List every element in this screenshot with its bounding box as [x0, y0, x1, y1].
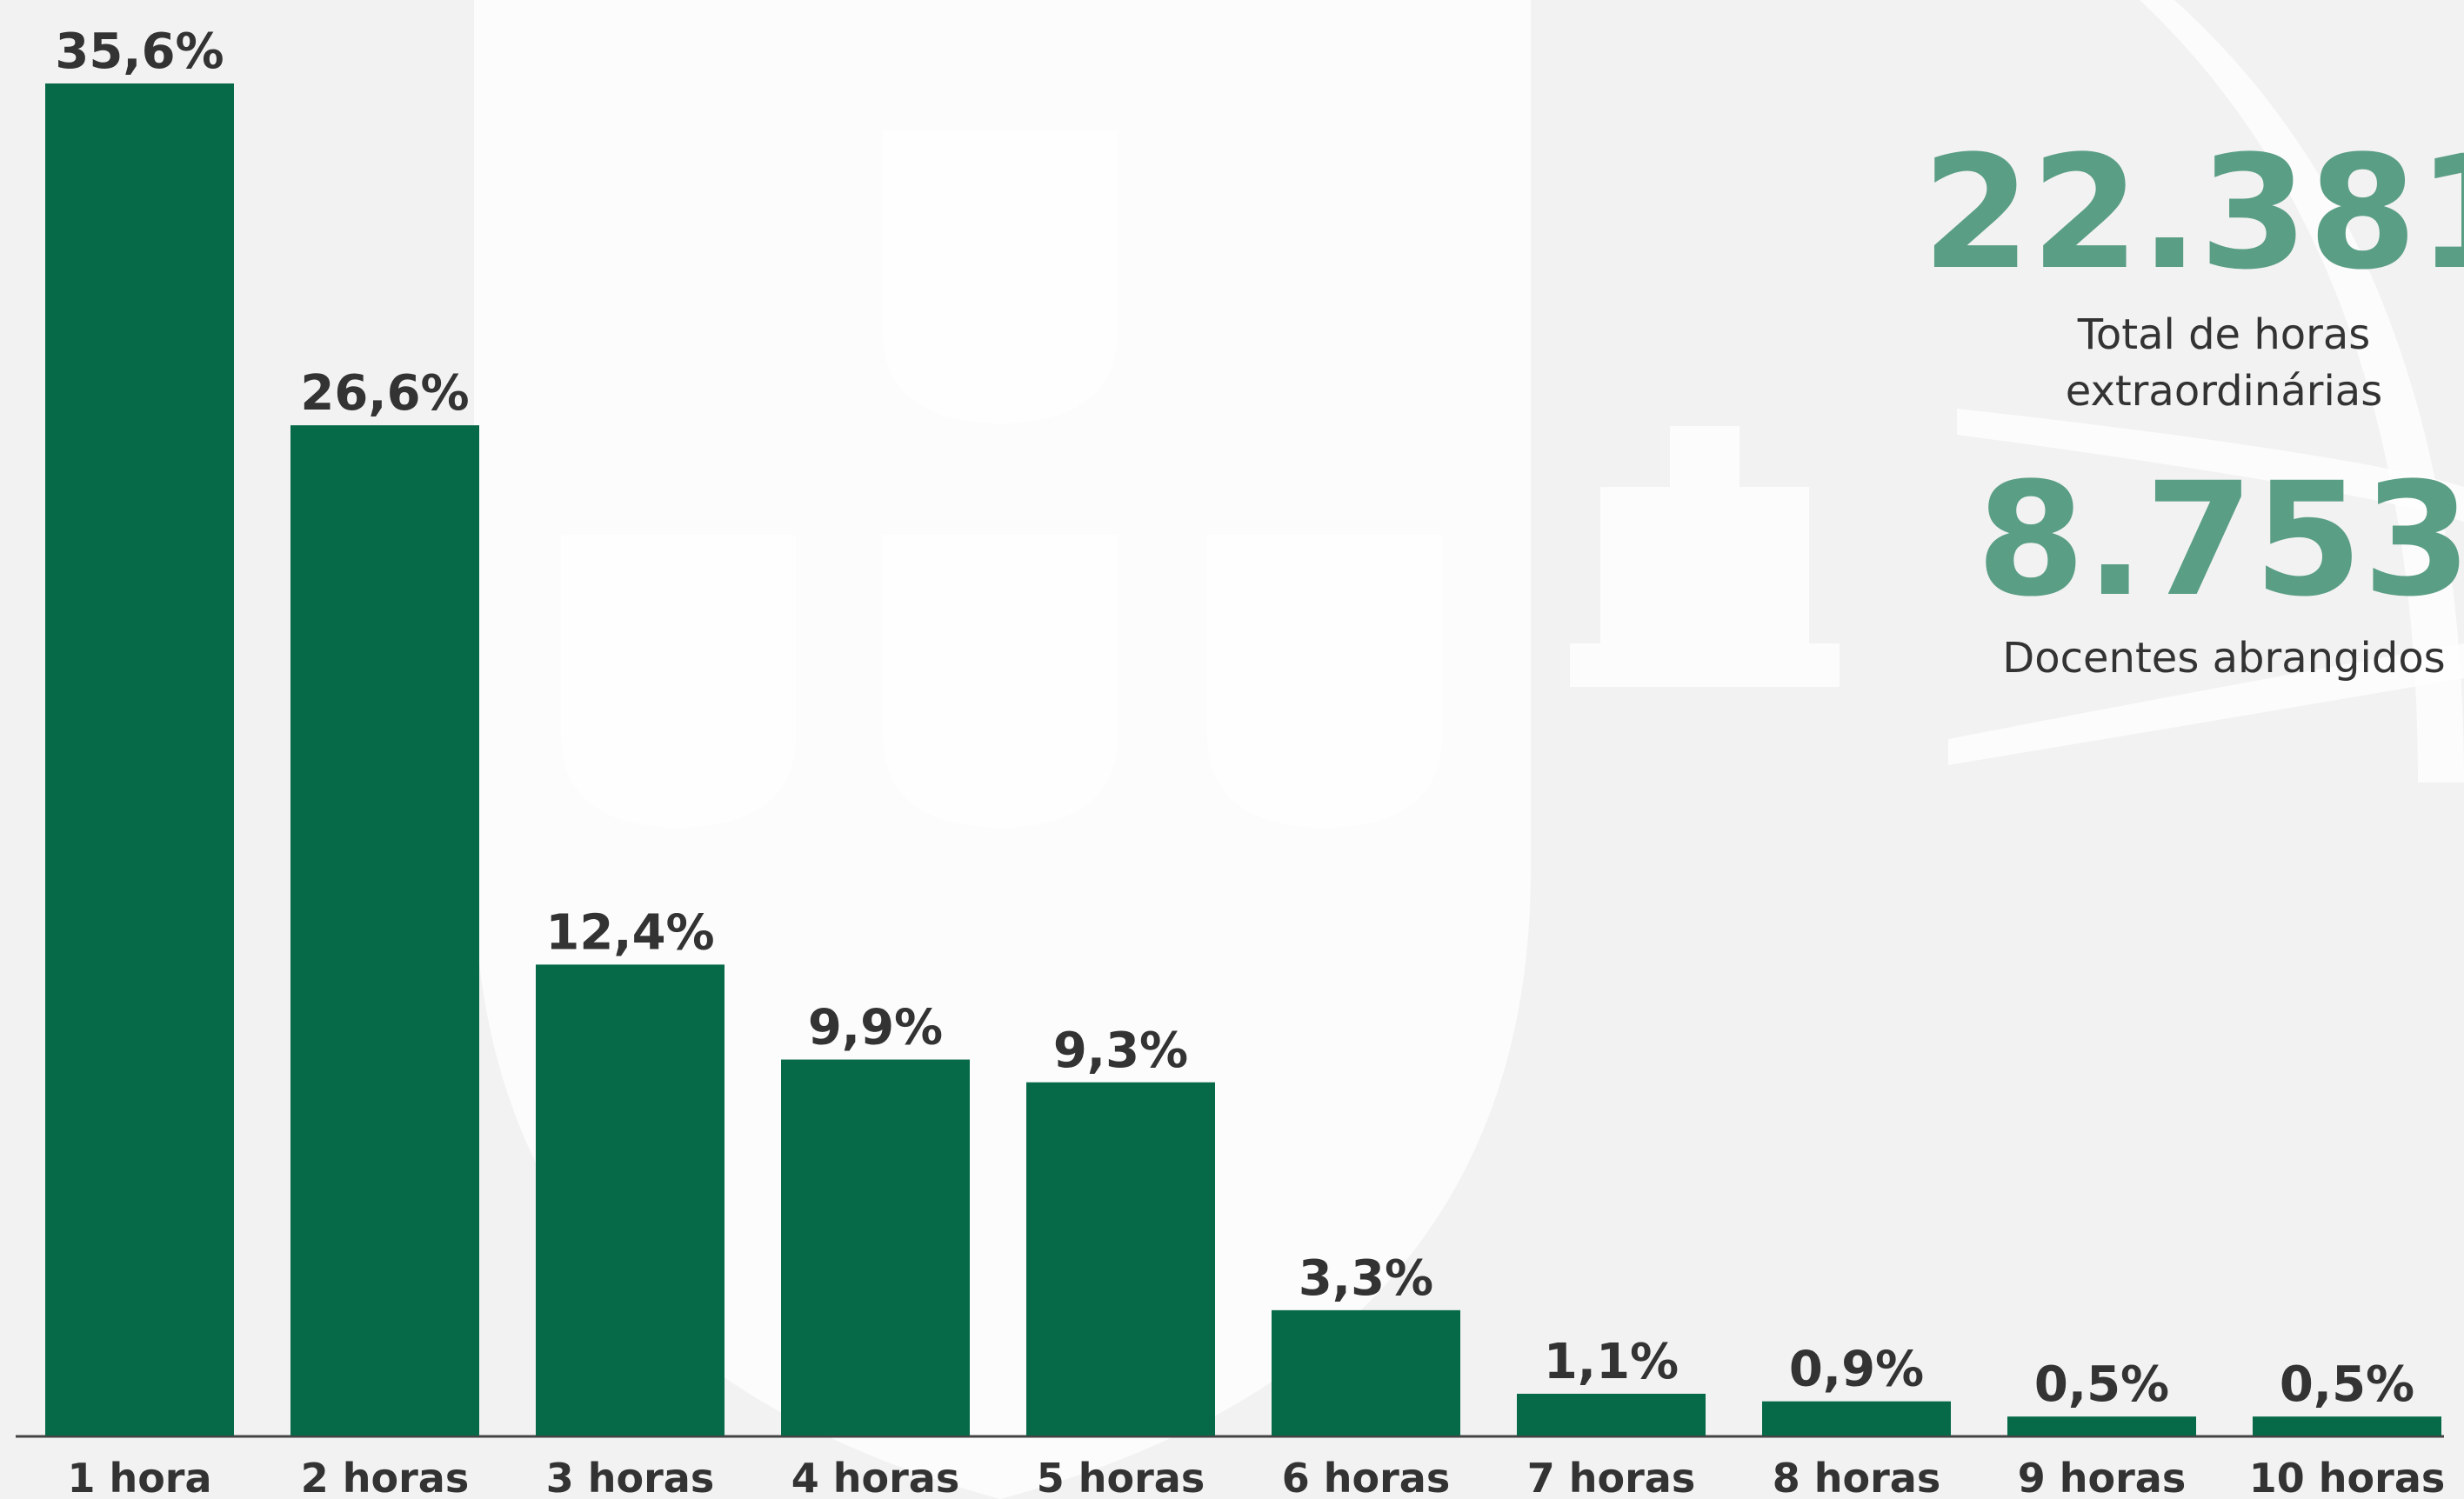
x-tick-label: 5 horas — [1037, 1455, 1205, 1499]
bar — [45, 83, 234, 1436]
bar — [1272, 1310, 1460, 1436]
value-label: 26,6% — [300, 365, 469, 422]
chart: 22.381 Total de horas extraordinárias 8.753… — [0, 0, 2464, 1499]
value-label: 9,9% — [808, 1000, 943, 1056]
bar — [2007, 1416, 2196, 1436]
value-label: 0,5% — [2034, 1356, 2169, 1413]
x-tick-label: 8 horas — [1773, 1455, 1940, 1499]
x-tick-label: 4 horas — [791, 1455, 959, 1499]
x-tick-label: 3 horas — [546, 1455, 714, 1499]
x-tick-label: 2 horas — [301, 1455, 469, 1499]
x-tick-label: 9 horas — [2018, 1455, 2186, 1499]
stat-label: Total de horas — [2077, 310, 2371, 359]
bar — [1762, 1402, 1951, 1436]
stat-number: 22.381 — [1922, 123, 2464, 304]
x-tick-label: 7 horas — [1527, 1455, 1695, 1499]
value-label: 12,4% — [545, 904, 714, 961]
value-label: 9,3% — [1053, 1023, 1188, 1079]
stat-number: 8.753 — [1976, 450, 2464, 631]
bar — [781, 1060, 970, 1436]
value-label: 0,5% — [2280, 1356, 2414, 1413]
value-label: 35,6% — [55, 23, 224, 80]
value-label: 1,1% — [1544, 1334, 1679, 1390]
stat-label: Docentes abrangidos — [2002, 634, 2445, 683]
bar — [290, 425, 479, 1436]
value-label: 3,3% — [1299, 1250, 1433, 1307]
page: 22.381 Total de horas extraordinárias 8.753… — [0, 0, 2464, 1499]
bar — [2253, 1416, 2441, 1436]
bar — [536, 964, 725, 1436]
x-tick-label: 10 horas — [2249, 1455, 2446, 1499]
x-tick-label: 1 hora — [67, 1455, 211, 1499]
stat-label: extraordinárias — [2066, 367, 2382, 416]
value-label: 0,9% — [1789, 1342, 1924, 1398]
bar — [1517, 1394, 1706, 1436]
bar — [1026, 1083, 1215, 1436]
x-tick-label: 6 horas — [1282, 1455, 1450, 1499]
